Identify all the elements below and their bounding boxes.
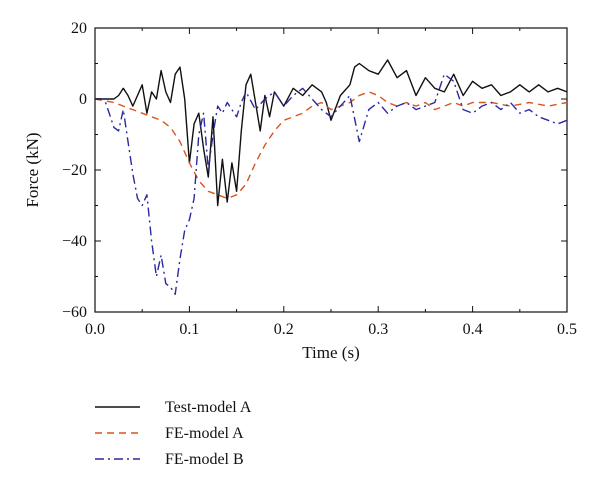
series-layer	[94, 59, 568, 295]
x-tick-label: 0.1	[179, 321, 199, 338]
ticks-layer: 0.0 0.1 0.2 0.3 0.4 0.5 20 0 −20 −40 −60	[62, 20, 577, 338]
series-line-fe-model-a	[94, 91, 568, 200]
legend-label-test-model-a: Test-model A	[165, 399, 252, 416]
y-axis-label: Force (kN)	[23, 132, 42, 207]
x-tick-label: 0.4	[463, 321, 483, 338]
x-axis-label: Time (s)	[302, 343, 359, 362]
plot-area-border	[94, 27, 568, 313]
y-tick-label: −20	[62, 162, 87, 179]
y-tick-label: −60	[62, 304, 87, 321]
x-tick-label: 0.3	[368, 321, 388, 338]
plot-frame	[94, 27, 568, 313]
series-line-test-model-a	[95, 59, 568, 207]
y-tick-label: 20	[71, 20, 87, 37]
series-line-fe-model-b	[95, 73, 568, 295]
legend: Test-model A FE-model A FE-model B	[95, 399, 252, 468]
legend-label-fe-model-b: FE-model B	[165, 451, 244, 468]
x-tick-label: 0.0	[85, 321, 105, 338]
y-tick-label: −40	[62, 233, 87, 250]
legend-label-fe-model-a: FE-model A	[165, 425, 244, 442]
y-tick-label: 0	[79, 91, 87, 108]
x-tick-label: 0.2	[274, 321, 294, 338]
x-tick-label: 0.5	[557, 321, 577, 338]
